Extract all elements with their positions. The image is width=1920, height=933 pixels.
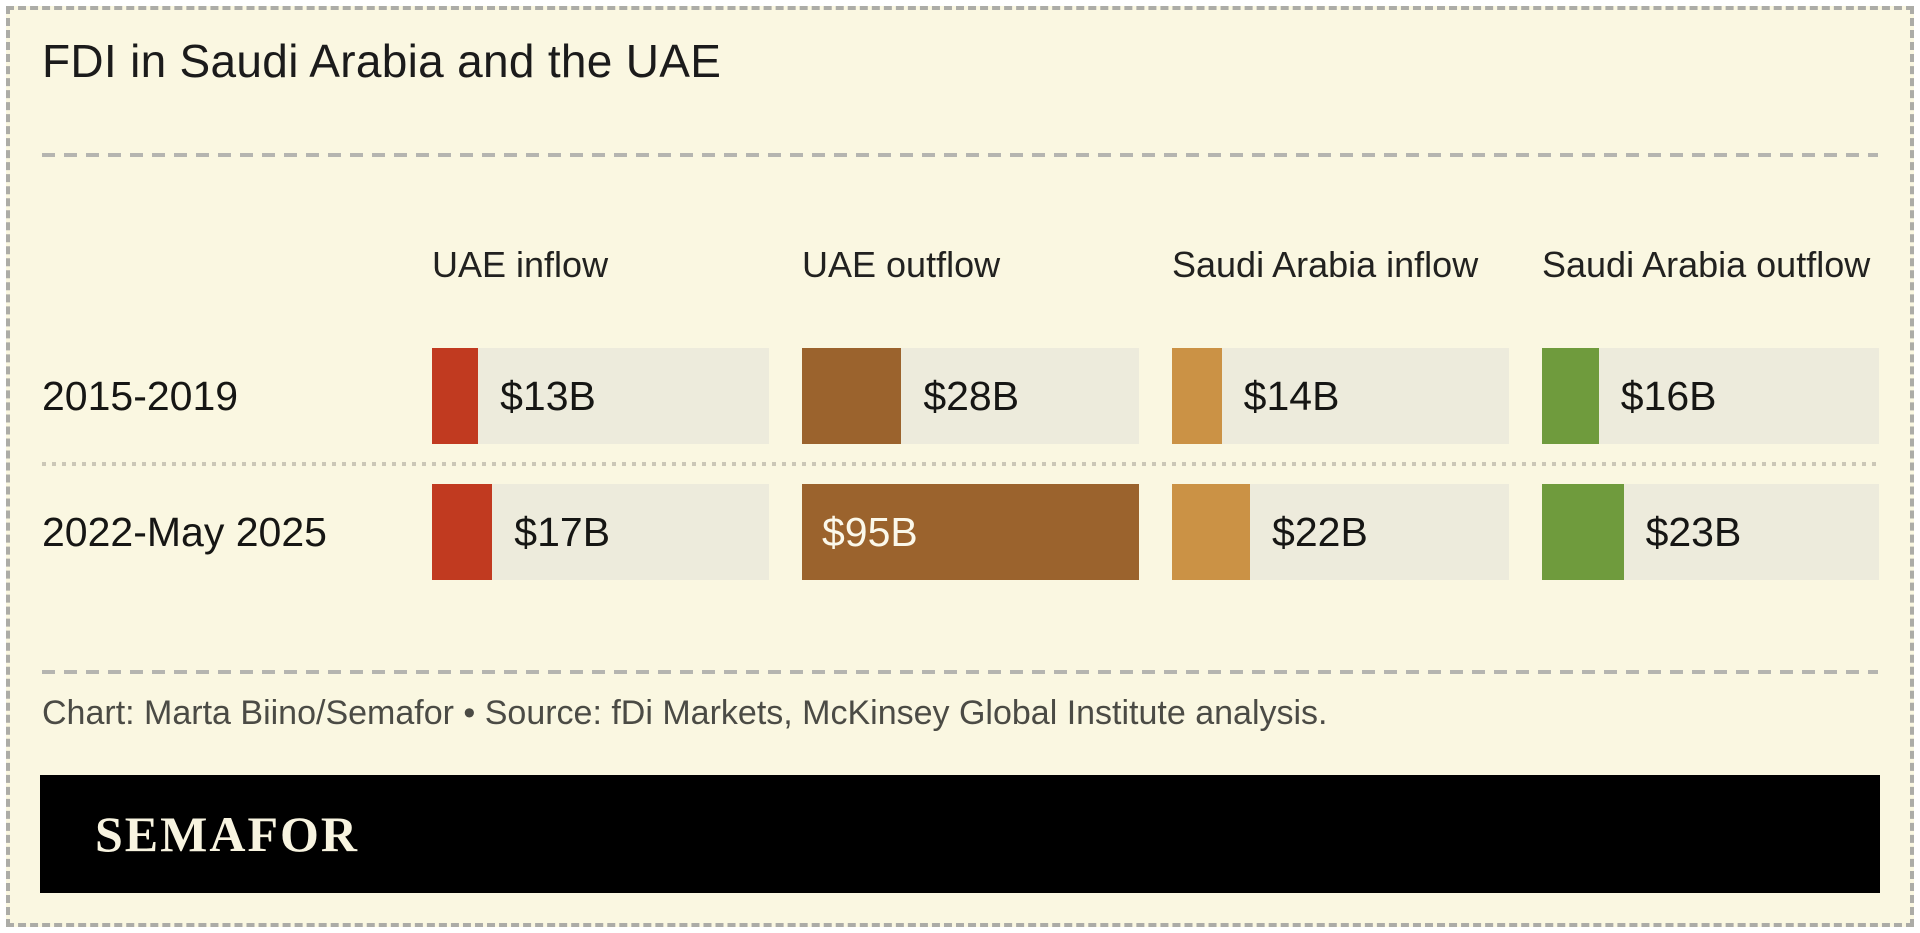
- bar-value-label: $14B: [1243, 372, 1340, 419]
- column-headers-row: UAE inflow UAE outflow Saudi Arabia infl…: [42, 200, 1878, 330]
- bar-value-label: $22B: [1272, 508, 1368, 555]
- logo-bar: SEMAFOR: [40, 775, 1880, 894]
- bar-value-label: $95B: [822, 508, 918, 555]
- footer-divider: [42, 670, 1878, 675]
- bar-track: $28B: [802, 348, 1139, 445]
- bar-segment: [1172, 484, 1251, 581]
- bar-track: $13B: [432, 348, 769, 445]
- table-row: 2022-May 2025 $17B $95B $22B $23B: [42, 484, 1879, 581]
- bar-value-label: $13B: [500, 372, 596, 419]
- bar-segment: [432, 348, 479, 445]
- bar-value-label: $23B: [1645, 508, 1742, 555]
- bar-track: $23B: [1542, 484, 1879, 581]
- row-label: 2022-May 2025: [42, 508, 327, 555]
- bar-track: $22B: [1172, 484, 1509, 581]
- bar-track: $17B: [432, 484, 769, 581]
- chart-card: FDI in Saudi Arabia and the UAE UAE infl…: [6, 6, 1914, 927]
- chart-title: FDI in Saudi Arabia and the UAE: [42, 35, 722, 87]
- bar-value-label: $16B: [1620, 372, 1717, 419]
- column-header-saudi-inflow: Saudi Arabia inflow: [1172, 244, 1479, 286]
- rows-divider: [42, 462, 1878, 467]
- semafor-logo-text: SEMAFOR: [95, 806, 359, 863]
- bar-segment: [1172, 348, 1222, 445]
- bar-value-label: $17B: [514, 508, 611, 555]
- credit-line: Chart: Marta Biino/Semafor • Source: fDi…: [42, 694, 1328, 733]
- table-row: 2015-2019 $13B $28B $14B $16B: [42, 348, 1879, 445]
- bar-track: $16B: [1542, 348, 1879, 445]
- bar-segment: [1542, 348, 1599, 445]
- bar-segment: [432, 484, 493, 581]
- bar-segment: [802, 348, 902, 445]
- bar-track: $14B: [1172, 348, 1509, 445]
- row-label: 2015-2019: [42, 372, 239, 419]
- bar-value-label: $28B: [923, 372, 1020, 419]
- title-divider: [42, 153, 1878, 158]
- bar-segment: [1542, 484, 1624, 581]
- column-header-uae-inflow: UAE inflow: [432, 244, 609, 286]
- column-header-uae-outflow: UAE outflow: [802, 244, 1001, 286]
- bar-segment: [802, 484, 1139, 581]
- column-header-saudi-outflow: Saudi Arabia outflow: [1542, 244, 1871, 286]
- bar-track: $95B: [802, 484, 1139, 581]
